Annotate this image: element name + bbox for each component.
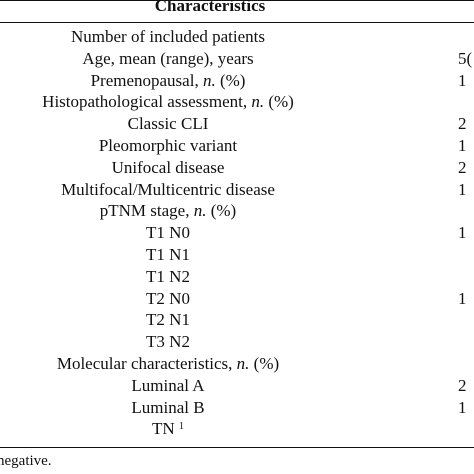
row-value: 2 (458, 375, 467, 395)
table-row: Classic CLI 2 (0, 113, 474, 135)
row-label: T2 N1 (146, 310, 190, 330)
table-row: T2 N1 (0, 309, 474, 331)
row-value: 1 (458, 223, 467, 243)
table-row: T1 N1 (0, 244, 474, 266)
table-body: Number of included patients Age, mean (r… (0, 26, 474, 440)
n-abbreviation: n. (193, 201, 207, 221)
table-row: T2 N0 1 (0, 288, 474, 310)
row-value: 1 (458, 397, 467, 417)
row-label: T3 N2 (146, 332, 190, 352)
row-label: Number of included patients (70, 27, 266, 46)
row-label: Unifocal disease (111, 157, 225, 177)
tn-label: TN (152, 419, 175, 439)
row-label: TN 1 (0, 418, 336, 440)
row-value: 2 (458, 114, 467, 134)
row-label: Premenopausal, n. (%) (90, 70, 246, 90)
table-row: Multifocal/Multicentric disease 1 (0, 179, 474, 201)
table-row: Luminal B 1 (0, 397, 474, 419)
row-label: T2 N0 (146, 288, 190, 308)
row-label: pTNM stage, n. (%) (99, 201, 237, 221)
row-label: Age, mean (range), years (82, 48, 254, 68)
row-label: T1 N2 (146, 266, 190, 286)
table-header-characteristics: Characteristics (154, 0, 266, 15)
table-footnote: negative. (0, 453, 52, 469)
table-row: Age, mean (range), years 5( (0, 48, 474, 70)
table-row: Pleomorphic variant 1 (0, 135, 474, 157)
row-label: Classic CLI (127, 114, 209, 134)
table-row: Unifocal disease 2 (0, 157, 474, 179)
table-row: T1 N2 (0, 266, 474, 288)
table-top-rule (0, 0, 474, 1)
table-row: Luminal A 2 (0, 375, 474, 397)
table-row: T3 N2 (0, 331, 474, 353)
table-row: Histopathological assessment, n. (%) (0, 91, 474, 113)
table-bottom-rule (0, 447, 474, 448)
row-label: T1 N0 (146, 223, 190, 243)
n-abbreviation: n. (251, 92, 265, 112)
row-label: Molecular characteristics, n. (%) (56, 353, 280, 373)
table-row: pTNM stage, n. (%) (0, 200, 474, 222)
row-label: Luminal A (131, 375, 205, 395)
row-value: 1 (458, 135, 467, 155)
row-label: T1 N1 (146, 244, 190, 264)
row-value: 1 (458, 70, 467, 90)
row-label: Histopathological assessment, n. (%) (42, 92, 294, 112)
row-label: Multifocal/Multicentric disease (61, 179, 275, 199)
table-header-rule (0, 22, 474, 23)
row-value: 1 (458, 288, 467, 308)
table-row: T1 N0 1 (0, 222, 474, 244)
row-value: 1 (458, 179, 467, 199)
table-row: Number of included patients (0, 26, 474, 48)
table-row: Premenopausal, n. (%) 1 (0, 70, 474, 92)
row-label: Pleomorphic variant (98, 135, 238, 155)
footnote-marker: 1 (178, 421, 184, 433)
n-abbreviation: n. (202, 70, 216, 90)
row-label: Luminal B (131, 397, 205, 417)
table-row: Molecular characteristics, n. (%) (0, 353, 474, 375)
row-value: 5( (458, 48, 473, 68)
table-row: TN 1 (0, 418, 474, 440)
n-abbreviation: n. (236, 353, 250, 373)
row-value: 2 (458, 157, 467, 177)
